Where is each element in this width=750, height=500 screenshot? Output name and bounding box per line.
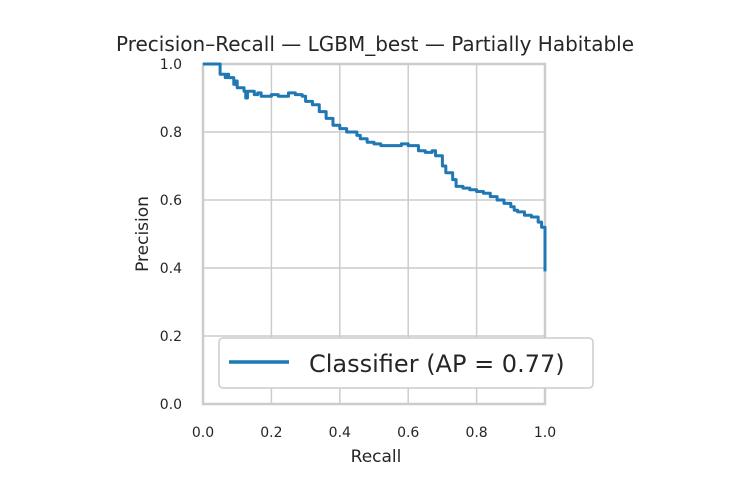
series-layer: [203, 62, 547, 272]
x-tick-label: 0.6: [397, 425, 419, 441]
x-tick-label: 0.0: [192, 425, 214, 441]
y-tick-label: 0.0: [160, 397, 182, 413]
y-tick-label: 1.0: [160, 57, 182, 73]
x-axis-label: Recall: [351, 447, 402, 467]
x-tick-label: 0.2: [260, 425, 282, 441]
y-tick-label: 0.6: [160, 193, 182, 209]
x-tick-label: 0.8: [465, 425, 487, 441]
legend-box: [218, 337, 594, 389]
y-tick-label: 0.2: [160, 329, 182, 345]
series-line: [203, 62, 547, 272]
tick-labels: 0.0 0.2 0.4 0.6 0.8 1.0 0.0 0.2 0.4 0.6 0.8 1.0: [160, 57, 556, 441]
x-tick-label: 1.0: [534, 425, 556, 441]
legend: Classifier (AP = 0.77): [218, 337, 594, 389]
y-axis-label: Precision: [133, 196, 153, 272]
y-tick-label: 0.8: [160, 125, 182, 141]
legend-label: Classifier (AP = 0.77): [309, 350, 565, 378]
y-tick-label: 0.4: [160, 261, 182, 277]
chart-title: Precision–Recall — LGBM_best — Partially…: [116, 32, 634, 56]
x-tick-label: 0.4: [329, 425, 351, 441]
